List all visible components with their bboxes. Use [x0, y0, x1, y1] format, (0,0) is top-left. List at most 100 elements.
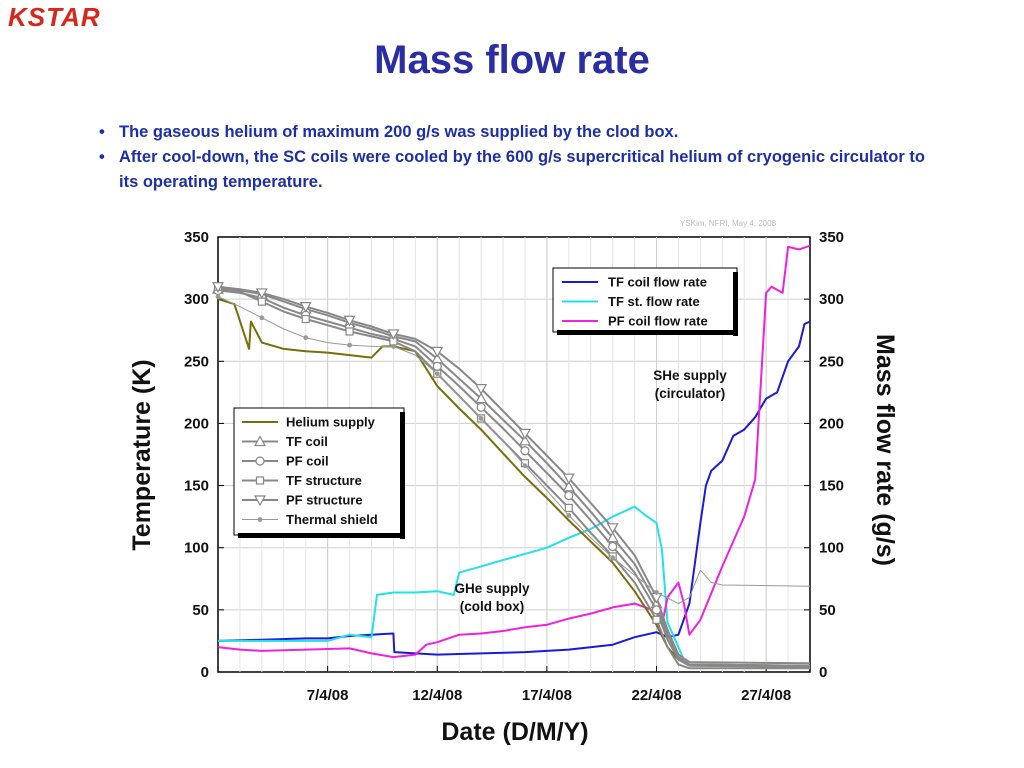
legend-label: PF coil flow rate	[608, 314, 708, 329]
series-pf-structure	[211, 282, 811, 665]
legend-label: TF coil	[286, 434, 328, 449]
y-tick-label-left: 200	[184, 415, 209, 432]
series-line	[217, 296, 811, 605]
legend-shadow	[733, 272, 738, 336]
marker-dot	[259, 315, 265, 321]
kstar-logo: KSTAR	[8, 2, 101, 32]
y-tick-label-right: 0	[819, 664, 827, 681]
legend-label: PF structure	[286, 493, 363, 508]
series-line	[217, 298, 811, 667]
marker-dot	[654, 590, 659, 595]
legend-shadow	[557, 330, 738, 335]
series-thermal-shield	[215, 294, 811, 605]
marker-circle	[432, 361, 442, 371]
x-tick-label: 22/4/08	[631, 687, 681, 704]
marker-circle	[564, 490, 574, 501]
marker-dot	[478, 416, 484, 421]
x-tick-label: 7/4/08	[307, 687, 349, 704]
marker-square	[301, 314, 310, 324]
marker-triangle-down	[343, 315, 356, 327]
legend-shadow	[400, 412, 405, 539]
y-tick-label-right: 250	[819, 353, 844, 370]
series-helium-supply	[217, 298, 811, 667]
page-title: Mass flow rate	[374, 38, 650, 82]
marker-dot	[610, 555, 616, 561]
legend-label: PF coil	[286, 454, 329, 469]
bullet-list: The gaseous helium of maximum 200 g/s wa…	[97, 120, 927, 195]
bullet-item: After cool-down, the SC coils were coole…	[97, 145, 927, 195]
marker-square	[652, 615, 661, 624]
legend-label: TF st. flow rate	[608, 294, 700, 309]
marker-dot	[347, 342, 352, 348]
legend-label: TF coil flow rate	[608, 275, 707, 290]
series-line-pf-coil-flow-rate	[217, 244, 811, 659]
marker-square	[345, 327, 354, 336]
svg-text:(circulator): (circulator)	[655, 386, 726, 401]
y-tick-label-left: 50	[192, 602, 209, 619]
marker-triangle-down	[562, 473, 575, 485]
y-tick-label-right: 50	[819, 602, 836, 619]
marker-dot	[257, 517, 263, 522]
marker-triangle-down	[475, 384, 488, 395]
marker-triangle	[475, 392, 488, 404]
y-axis-title-right: Mass flow rate (g/s)	[871, 334, 899, 566]
y-tick-label-left: 100	[184, 540, 209, 557]
x-axis-title: Date (D/M/Y)	[441, 718, 588, 746]
marker-triangle-down	[299, 302, 312, 313]
y-tick-label-right: 150	[819, 478, 844, 495]
flow-legend: TF coil flow rate TF st. flow rate PF coil…	[552, 267, 738, 336]
legend-shadow	[238, 533, 405, 538]
marker-dot	[215, 294, 221, 300]
annotation-ghe-supply: GHe supply (cold box)	[454, 581, 530, 614]
marker-triangle-down	[431, 346, 444, 358]
legend-label: Thermal shield	[286, 512, 378, 527]
marker-triangle	[518, 434, 531, 446]
marker-circle	[520, 446, 530, 456]
y-tick-label-left: 250	[184, 353, 209, 370]
marker-square	[257, 297, 266, 306]
marker-dot	[391, 343, 396, 349]
marker-triangle-down	[387, 329, 400, 341]
svg-text:SHe supply: SHe supply	[653, 368, 727, 383]
marker-triangle-down	[518, 428, 531, 440]
temperature-series	[211, 282, 811, 670]
legend-box	[233, 407, 405, 536]
marker-square	[255, 476, 265, 485]
marker-circle	[608, 541, 618, 552]
temperature-legend: Helium supply TF coil PF coil TF structure P…	[233, 407, 405, 539]
bullet-item: The gaseous helium of maximum 200 g/s wa…	[97, 120, 927, 145]
y-tick-label-right: 300	[819, 291, 844, 308]
legend-label: TF structure	[286, 473, 362, 488]
marker-square	[564, 503, 573, 513]
x-tick-label: 17/4/08	[522, 687, 572, 704]
x-tick-label: 12/4/08	[412, 687, 462, 704]
y-tick-label-right: 200	[819, 415, 844, 432]
y-tick-label-right: 350	[819, 229, 844, 246]
y-tick-label-left: 150	[184, 478, 209, 495]
marker-dot	[303, 335, 309, 341]
marker-dot	[522, 463, 528, 469]
annotation-she-supply: SHe supply (circulator)	[653, 368, 727, 401]
x-tick-label: 27/4/08	[741, 687, 791, 704]
chart-credit: YSKim, NFRI, May 4, 2008	[680, 219, 777, 228]
y-tick-label-left: 350	[184, 229, 209, 246]
axis-ticks: 0 50 100 150 200 250 300 350 0 50 100 150 200 250 300 3…	[184, 229, 844, 704]
marker-triangle	[562, 480, 575, 492]
y-tick-label-right: 100	[819, 540, 844, 557]
legend-label: Helium supply	[286, 415, 376, 430]
y-tick-label-left: 0	[201, 664, 209, 681]
y-axis-title-left: Temperature (K)	[128, 359, 156, 550]
marker-triangle-down	[255, 288, 268, 300]
series-line-tf-st-flow-rate	[218, 505, 685, 661]
svg-text:(cold box): (cold box)	[460, 599, 525, 614]
marker-triangle-down	[606, 523, 619, 535]
marker-circle	[476, 402, 486, 412]
y-tick-label-left: 300	[184, 291, 209, 308]
marker-dot	[566, 513, 572, 518]
marker-triangle-down	[253, 495, 267, 507]
marker-triangle	[606, 531, 619, 543]
marker-triangle-down	[211, 282, 225, 293]
svg-text:GHe supply: GHe supply	[454, 581, 530, 596]
marker-dot	[434, 371, 440, 377]
